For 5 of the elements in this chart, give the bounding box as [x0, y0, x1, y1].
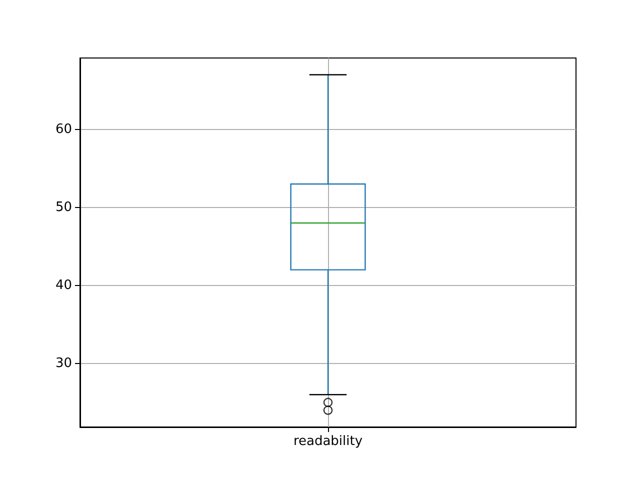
y-tick-label: 30: [55, 356, 72, 371]
y-tick-label: 60: [55, 122, 72, 137]
x-tick-label: readability: [293, 434, 363, 449]
y-tick-label: 50: [55, 200, 72, 215]
y-tick-label: 40: [55, 278, 72, 293]
